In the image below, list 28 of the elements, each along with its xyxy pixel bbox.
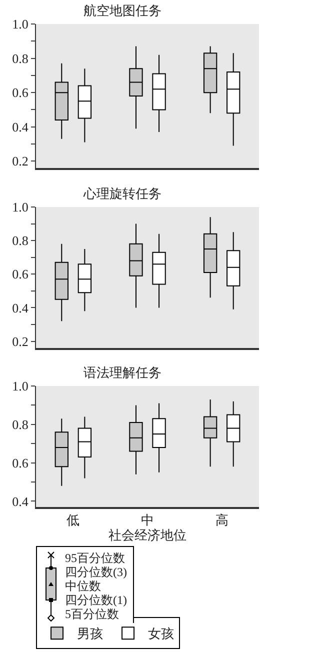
y-tick-label: 0.6 xyxy=(12,455,29,470)
chart-title: 语法理解任务 xyxy=(84,365,162,380)
chart-title: 航空地图任务 xyxy=(84,3,162,18)
y-tick-label: 1.0 xyxy=(12,200,28,215)
x-tick-label: 高 xyxy=(215,512,228,528)
y-tick-label: 1.0 xyxy=(12,378,28,394)
text: 四分位数(1) xyxy=(65,593,127,607)
x-tick-label: 低 xyxy=(66,512,80,528)
y-tick-label: 0.4 xyxy=(12,119,29,134)
x-tick-label: 中 xyxy=(141,512,154,528)
y-tick-label: 0.6 xyxy=(12,85,29,100)
y-tick-label: 0.8 xyxy=(12,416,28,432)
y-tick-label: 0.4 xyxy=(12,300,29,316)
y-tick-label: 0.8 xyxy=(12,50,28,66)
text: 95百分位数 xyxy=(65,551,126,565)
y-tick-label: 0.6 xyxy=(12,266,29,282)
x-axis-title: 社会经济地位 xyxy=(108,528,186,543)
y-tick-label: 0.8 xyxy=(12,233,28,248)
text: 5百分位数 xyxy=(65,607,120,621)
y-tick-label: 0.2 xyxy=(12,154,28,169)
y-tick-label: 1.0 xyxy=(12,16,28,32)
legend-label: 女孩 xyxy=(148,626,174,642)
text: 中位数 xyxy=(65,579,102,593)
y-tick-label: 0.2 xyxy=(12,334,28,349)
legend-label: 男孩 xyxy=(77,626,103,642)
chart-title: 心理旋转任务 xyxy=(82,186,162,202)
y-tick-label: 0.4 xyxy=(12,494,29,509)
text: 四分位数(3) xyxy=(65,565,127,579)
